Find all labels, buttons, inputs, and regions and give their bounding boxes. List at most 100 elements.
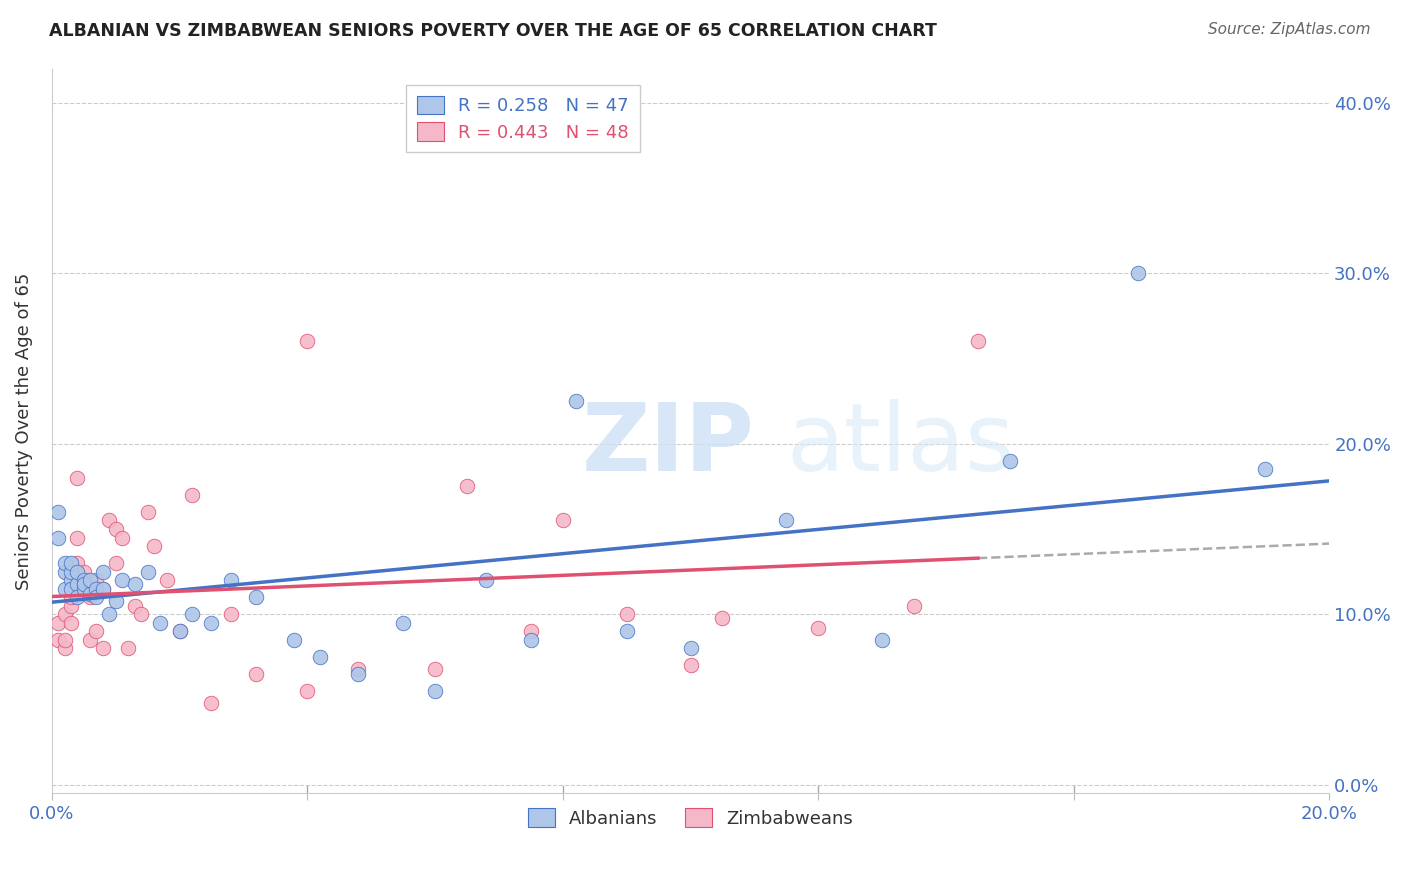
Point: [347, 662, 370, 676]
Point: [59, 573, 82, 587]
Point: [423, 684, 446, 698]
Point: [520, 624, 543, 639]
Point: [169, 624, 191, 639]
Point: [91, 641, 114, 656]
Point: [309, 649, 332, 664]
Point: [53, 556, 76, 570]
Point: [86, 573, 108, 587]
Point: [392, 615, 415, 630]
Point: [66, 531, 89, 545]
Point: [73, 565, 96, 579]
Point: [111, 573, 134, 587]
Point: [245, 591, 267, 605]
Point: [104, 593, 127, 607]
Point: [616, 624, 638, 639]
Point: [98, 607, 121, 622]
Point: [117, 641, 139, 656]
Point: [423, 662, 446, 676]
Point: [520, 632, 543, 647]
Point: [59, 599, 82, 613]
Point: [91, 582, 114, 596]
Point: [46, 615, 69, 630]
Point: [59, 565, 82, 579]
Point: [775, 513, 797, 527]
Point: [53, 641, 76, 656]
Point: [59, 615, 82, 630]
Point: [616, 607, 638, 622]
Point: [169, 624, 191, 639]
Point: [86, 591, 108, 605]
Point: [66, 471, 89, 485]
Point: [79, 587, 101, 601]
Point: [129, 607, 152, 622]
Point: [66, 576, 89, 591]
Point: [200, 696, 222, 710]
Point: [46, 505, 69, 519]
Point: [98, 513, 121, 527]
Point: [219, 607, 242, 622]
Point: [59, 591, 82, 605]
Point: [73, 582, 96, 596]
Point: [104, 522, 127, 536]
Point: [711, 610, 734, 624]
Point: [73, 576, 96, 591]
Point: [679, 658, 702, 673]
Point: [53, 632, 76, 647]
Point: [136, 565, 159, 579]
Point: [86, 582, 108, 596]
Point: [1126, 266, 1149, 280]
Legend: Albanians, Zimbabweans: Albanians, Zimbabweans: [520, 801, 860, 835]
Point: [79, 591, 101, 605]
Point: [156, 573, 179, 587]
Point: [456, 479, 478, 493]
Point: [679, 641, 702, 656]
Point: [124, 576, 146, 591]
Point: [297, 684, 319, 698]
Point: [79, 632, 101, 647]
Point: [73, 573, 96, 587]
Point: [475, 573, 498, 587]
Point: [870, 632, 893, 647]
Point: [104, 556, 127, 570]
Point: [46, 632, 69, 647]
Point: [53, 582, 76, 596]
Point: [59, 556, 82, 570]
Text: atlas: atlas: [786, 400, 1015, 491]
Point: [142, 539, 165, 553]
Point: [998, 454, 1021, 468]
Point: [73, 573, 96, 587]
Text: Source: ZipAtlas.com: Source: ZipAtlas.com: [1208, 22, 1371, 37]
Point: [124, 599, 146, 613]
Point: [53, 565, 76, 579]
Point: [111, 531, 134, 545]
Point: [245, 667, 267, 681]
Point: [1254, 462, 1277, 476]
Point: [347, 667, 370, 681]
Point: [91, 565, 114, 579]
Point: [73, 582, 96, 596]
Point: [297, 334, 319, 349]
Point: [551, 513, 574, 527]
Point: [903, 599, 925, 613]
Y-axis label: Seniors Poverty Over the Age of 65: Seniors Poverty Over the Age of 65: [15, 272, 32, 590]
Point: [46, 531, 69, 545]
Text: ZIP: ZIP: [582, 400, 755, 491]
Point: [79, 573, 101, 587]
Point: [219, 573, 242, 587]
Point: [86, 624, 108, 639]
Point: [200, 615, 222, 630]
Point: [149, 615, 172, 630]
Point: [66, 591, 89, 605]
Point: [181, 488, 204, 502]
Point: [564, 394, 586, 409]
Point: [66, 565, 89, 579]
Point: [59, 582, 82, 596]
Point: [53, 607, 76, 622]
Point: [136, 505, 159, 519]
Point: [66, 556, 89, 570]
Point: [181, 607, 204, 622]
Text: ALBANIAN VS ZIMBABWEAN SENIORS POVERTY OVER THE AGE OF 65 CORRELATION CHART: ALBANIAN VS ZIMBABWEAN SENIORS POVERTY O…: [49, 22, 936, 40]
Point: [91, 582, 114, 596]
Point: [967, 334, 990, 349]
Point: [283, 632, 305, 647]
